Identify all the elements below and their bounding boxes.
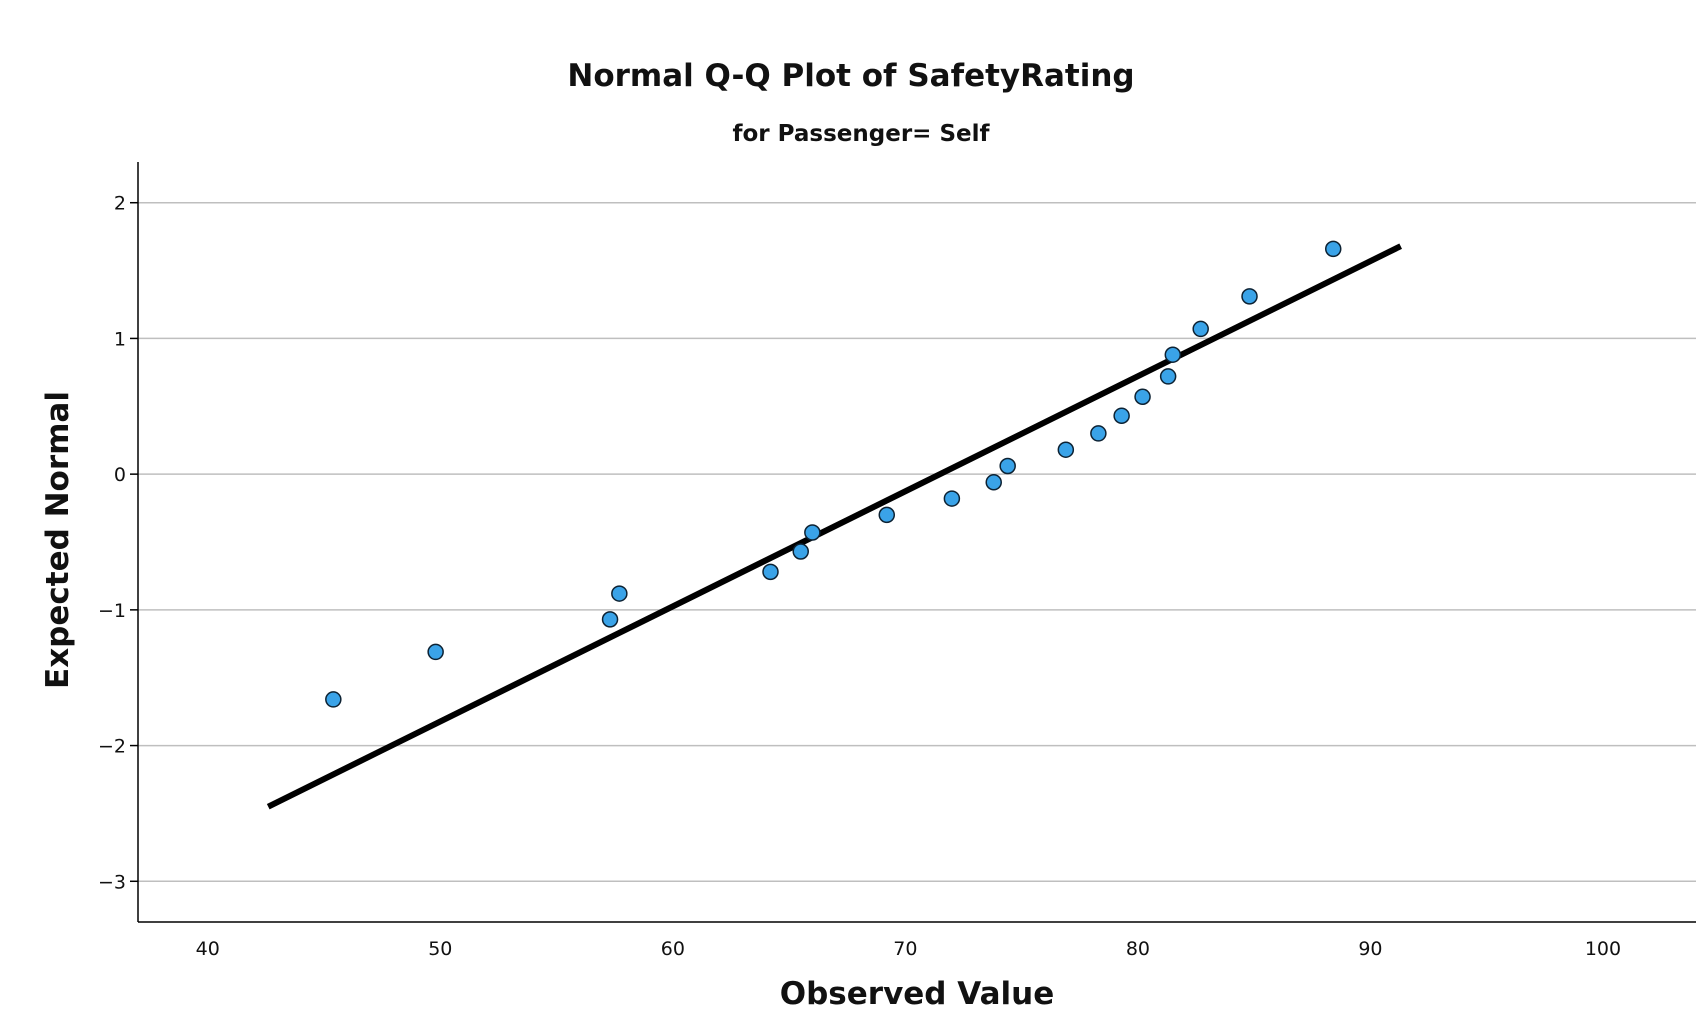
y-tick-label: 0 [114,464,126,486]
data-point [1057,441,1075,458]
x-tick-label: 70 [893,938,917,960]
data-point [804,524,821,541]
data-point [1241,288,1258,305]
y-axis-title: Expected Normal [40,391,76,689]
data-point [1164,346,1182,363]
x-tick-label: 100 [1585,938,1621,960]
x-tick-label: 40 [196,938,220,960]
data-points [325,240,1342,708]
data-point [1134,388,1151,406]
x-axis-title: Observed Value [780,976,1054,1012]
data-point [1324,240,1342,258]
chart-title: Normal Q-Q Plot of SafetyRating [567,58,1134,94]
y-tick-label: 1 [114,328,126,350]
gridlines [138,201,1696,883]
tick-labels: 2 1 0 −1 −2 −3 40 50 60 70 80 90 100 [98,193,1621,960]
data-point [1192,320,1209,338]
x-tick-label: 50 [428,938,452,960]
data-point [999,457,1016,475]
x-tick-label: 90 [1358,938,1382,960]
data-point [325,691,342,708]
data-point [878,506,896,524]
y-tick-label: −1 [98,600,126,622]
y-tick-label: −2 [98,736,126,758]
chart-subtitle: for Passenger= Self [732,121,990,147]
reference-line [266,243,1403,810]
data-point [1159,368,1177,385]
axes [137,162,1696,923]
data-point [611,585,628,602]
data-point [1113,407,1130,425]
data-point [427,643,444,661]
data-point [792,543,809,560]
x-tick-label: 60 [661,938,685,960]
data-point [762,563,779,581]
x-tick-label: 80 [1126,938,1150,960]
y-tick-label: −3 [98,871,126,893]
data-point [1090,425,1107,442]
y-tick-label: 2 [114,193,126,215]
data-point [985,474,1002,491]
data-point [943,490,961,507]
data-point [601,611,619,628]
